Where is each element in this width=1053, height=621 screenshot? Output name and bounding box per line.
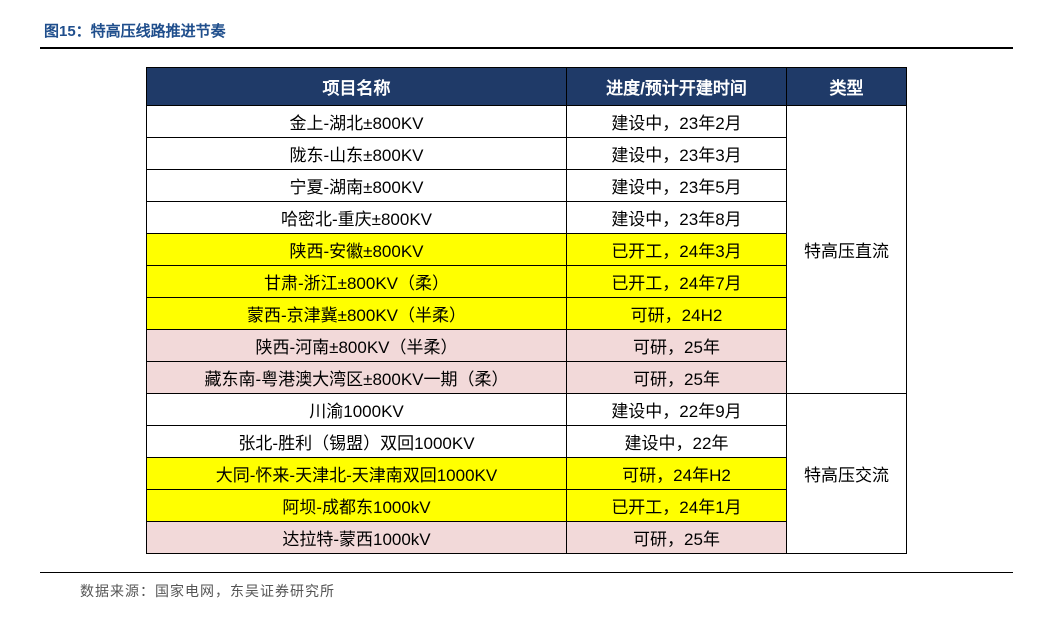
figure-title: 图15：特高压线路推进节奏 xyxy=(40,20,1013,41)
cell-project: 宁夏-湖南±800KV xyxy=(147,170,567,202)
cell-progress: 建设中，23年8月 xyxy=(567,202,787,234)
cell-project: 川渝1000KV xyxy=(147,394,567,426)
cell-progress: 已开工，24年1月 xyxy=(567,490,787,522)
col-header-project: 项目名称 xyxy=(147,68,567,106)
cell-progress: 建设中，22年 xyxy=(567,426,787,458)
col-header-progress: 进度/预计开建时间 xyxy=(567,68,787,106)
cell-project: 大同-怀来-天津北-天津南双回1000KV xyxy=(147,458,567,490)
cell-project: 哈密北-重庆±800KV xyxy=(147,202,567,234)
cell-progress: 可研，25年 xyxy=(567,522,787,554)
table-row: 川渝1000KV建设中，22年9月特高压交流 xyxy=(147,394,907,426)
cell-type: 特高压交流 xyxy=(787,394,907,554)
cell-progress: 可研，25年 xyxy=(567,330,787,362)
cell-project: 藏东南-粤港澳大湾区±800KV一期（柔） xyxy=(147,362,567,394)
uhv-projects-table: 项目名称 进度/预计开建时间 类型 金上-湖北±800KV建设中，23年2月特高… xyxy=(146,67,907,554)
cell-project: 阿坝-成都东1000kV xyxy=(147,490,567,522)
cell-progress: 建设中，23年3月 xyxy=(567,138,787,170)
cell-progress: 可研，24H2 xyxy=(567,298,787,330)
top-rule xyxy=(40,47,1013,49)
cell-project: 陕西-河南±800KV（半柔） xyxy=(147,330,567,362)
cell-progress: 建设中，23年2月 xyxy=(567,106,787,138)
table-header-row: 项目名称 进度/预计开建时间 类型 xyxy=(147,68,907,106)
cell-progress: 建设中，22年9月 xyxy=(567,394,787,426)
cell-project: 陇东-山东±800KV xyxy=(147,138,567,170)
cell-project: 金上-湖北±800KV xyxy=(147,106,567,138)
cell-progress: 可研，25年 xyxy=(567,362,787,394)
cell-project: 达拉特-蒙西1000kV xyxy=(147,522,567,554)
source-line: 数据来源：国家电网，东吴证券研究所 xyxy=(40,581,1013,601)
cell-type: 特高压直流 xyxy=(787,106,907,394)
cell-project: 张北-胜利（锡盟）双回1000KV xyxy=(147,426,567,458)
col-header-type: 类型 xyxy=(787,68,907,106)
bottom-rule xyxy=(40,572,1013,573)
cell-progress: 可研，24年H2 xyxy=(567,458,787,490)
cell-project: 蒙西-京津冀±800KV（半柔） xyxy=(147,298,567,330)
table-container: 项目名称 进度/预计开建时间 类型 金上-湖北±800KV建设中，23年2月特高… xyxy=(40,67,1013,554)
cell-project: 甘肃-浙江±800KV（柔） xyxy=(147,266,567,298)
table-row: 金上-湖北±800KV建设中，23年2月特高压直流 xyxy=(147,106,907,138)
cell-project: 陕西-安徽±800KV xyxy=(147,234,567,266)
cell-progress: 建设中，23年5月 xyxy=(567,170,787,202)
cell-progress: 已开工，24年7月 xyxy=(567,266,787,298)
cell-progress: 已开工，24年3月 xyxy=(567,234,787,266)
